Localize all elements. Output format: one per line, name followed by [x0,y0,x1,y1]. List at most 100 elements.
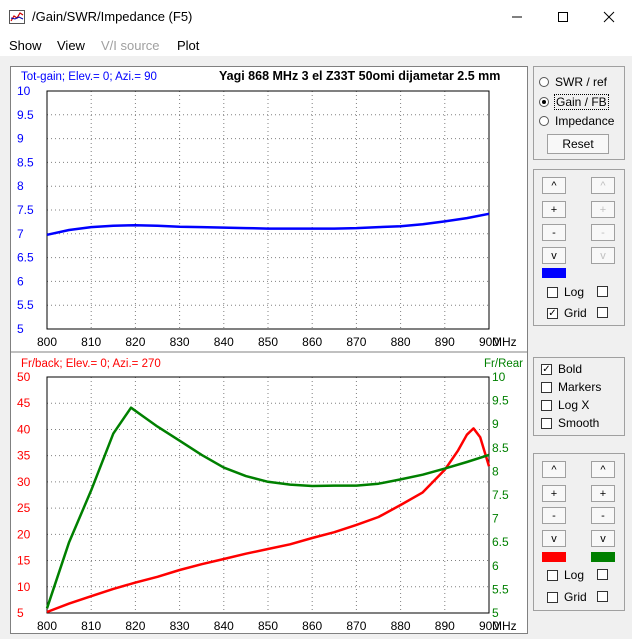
top-right-plus-button[interactable]: + [591,201,615,218]
x-tick-label: 860 [302,619,322,633]
bottom-log-checkbox[interactable]: Log [547,568,584,582]
logx-check[interactable] [541,399,552,411]
y2-tick-label: 9.5 [492,394,509,408]
x-tick-label: 860 [302,335,322,349]
fb-color-swatch[interactable] [542,552,566,562]
bottom-right-up-button[interactable]: ^ [591,461,615,478]
top-right-down-button[interactable]: v [591,247,615,264]
y2-tick-label: 5.5 [492,582,509,596]
x-tick-label: 900 [479,335,499,349]
smooth-label: Smooth [558,416,600,430]
menu-vi-source[interactable]: V/I source [101,38,160,53]
bottom-right-minus-button[interactable]: - [591,507,615,524]
markers-check[interactable] [541,381,552,393]
y-tick-label: 8.5 [17,155,34,169]
radio-swr-ref[interactable]: SWR / ref [539,75,607,89]
bottom-left-up-button[interactable]: ^ [542,461,566,478]
top-log-check[interactable] [547,286,558,298]
smooth-check[interactable] [541,417,552,429]
y-tick-label: 7 [17,227,24,241]
top-log-label: Log [564,285,585,299]
y-tick-label: 7.5 [17,203,34,217]
top-grid-check[interactable]: ✓ [547,307,558,319]
x-tick-label: 830 [170,335,190,349]
x-unit-label: MHz [492,335,517,349]
y-tick-label: 35 [17,449,31,463]
x-tick-label: 830 [170,619,190,633]
bottom-right-down-button[interactable]: v [591,530,615,547]
radio-impedance-circle[interactable] [539,116,549,126]
y-tick-label: 45 [17,396,31,410]
y-tick-label: 9 [17,132,24,146]
bottom-right-log-checkbox[interactable] [597,569,608,580]
y-tick-label: 5.5 [17,298,34,312]
top-left-down-button[interactable]: v [542,247,566,264]
top-right-grid-checkbox[interactable] [597,307,608,318]
top-left-minus-button[interactable]: - [542,224,566,241]
bold-checkbox[interactable]: ✓ Bold [541,362,582,376]
logx-checkbox[interactable]: Log X [541,398,589,412]
y2-tick-label: 7.5 [492,488,509,502]
radio-gain-fb-circle[interactable] [539,97,549,107]
menu-show[interactable]: Show [9,38,42,53]
bottom-left-down-button[interactable]: v [542,530,566,547]
top-grid-checkbox[interactable]: ✓ Grid [547,306,587,320]
bold-label: Bold [558,362,583,376]
bottom-grid-check[interactable] [547,591,558,603]
rear-color-swatch[interactable] [591,552,615,562]
bottom-grid-checkbox[interactable]: Grid [547,590,587,604]
top-left-plus-button[interactable]: + [542,201,566,218]
top-chart-title: Yagi 868 MHz 3 el Z33T 50omi dijametar 2… [219,69,500,83]
reset-button[interactable]: Reset [547,134,609,154]
top-left-up-button[interactable]: ^ [542,177,566,194]
radio-swr-ref-circle[interactable] [539,77,549,87]
y-tick-label: 5 [17,322,24,336]
y-tick-label: 9.5 [17,108,34,122]
top-chart: 800 810 820 830 840 850 860 870 880 890 90055.566.… [17,84,517,349]
y-tick-label: 10 [17,84,31,98]
markers-checkbox[interactable]: Markers [541,380,601,394]
top-right-minus-button[interactable]: - [591,224,615,241]
top-right-up-button[interactable]: ^ [591,177,615,194]
minimize-button[interactable] [494,0,540,34]
top-right-log-checkbox[interactable] [597,286,608,297]
x-tick-label: 800 [37,335,57,349]
menu-plot[interactable]: Plot [177,38,200,53]
bold-check[interactable]: ✓ [541,363,552,375]
bottom-right-grid-checkbox[interactable] [597,591,608,602]
x-tick-label: 890 [435,619,455,633]
menu-view[interactable]: View [57,38,85,53]
radio-swr-ref-label: SWR / ref [555,75,608,89]
gain-color-swatch[interactable] [542,268,566,278]
y-tick-label: 15 [17,554,31,568]
bottom-chart-header-right: Fr/Rear [484,358,523,370]
y-tick-label: 30 [17,475,31,489]
y-tick-label: 8 [17,179,24,193]
maximize-button[interactable] [540,0,586,34]
minimize-icon [512,16,522,18]
top-log-checkbox[interactable]: Log [547,285,584,299]
smooth-checkbox[interactable]: Smooth [541,416,599,430]
x-tick-label: 810 [81,619,101,633]
x-tick-label: 880 [391,619,411,633]
bottom-right-plus-button[interactable]: + [591,485,615,502]
bottom-left-minus-button[interactable]: - [542,507,566,524]
y2-tick-label: 9 [492,417,499,431]
y-tick-label: 10 [17,580,31,594]
x-tick-label: 840 [214,619,234,633]
radio-gain-fb[interactable]: Gain / FB [539,94,609,110]
y2-tick-label: 5 [492,606,499,620]
x-tick-label: 810 [81,335,101,349]
y2-tick-label: 6.5 [492,535,509,549]
x-tick-label: 870 [346,619,366,633]
bottom-log-label: Log [564,568,585,582]
x-tick-label: 840 [214,335,234,349]
bottom-log-check[interactable] [547,569,558,581]
maximize-icon [558,12,568,22]
radio-impedance[interactable]: Impedance [539,114,614,128]
y-tick-label: 6.5 [17,251,34,265]
close-button[interactable] [586,0,632,34]
bottom-left-plus-button[interactable]: + [542,485,566,502]
bottom-chart-header-left: Fr/back; Elev.= 0; Azi.= 270 [21,358,161,370]
series-line [46,212,490,237]
